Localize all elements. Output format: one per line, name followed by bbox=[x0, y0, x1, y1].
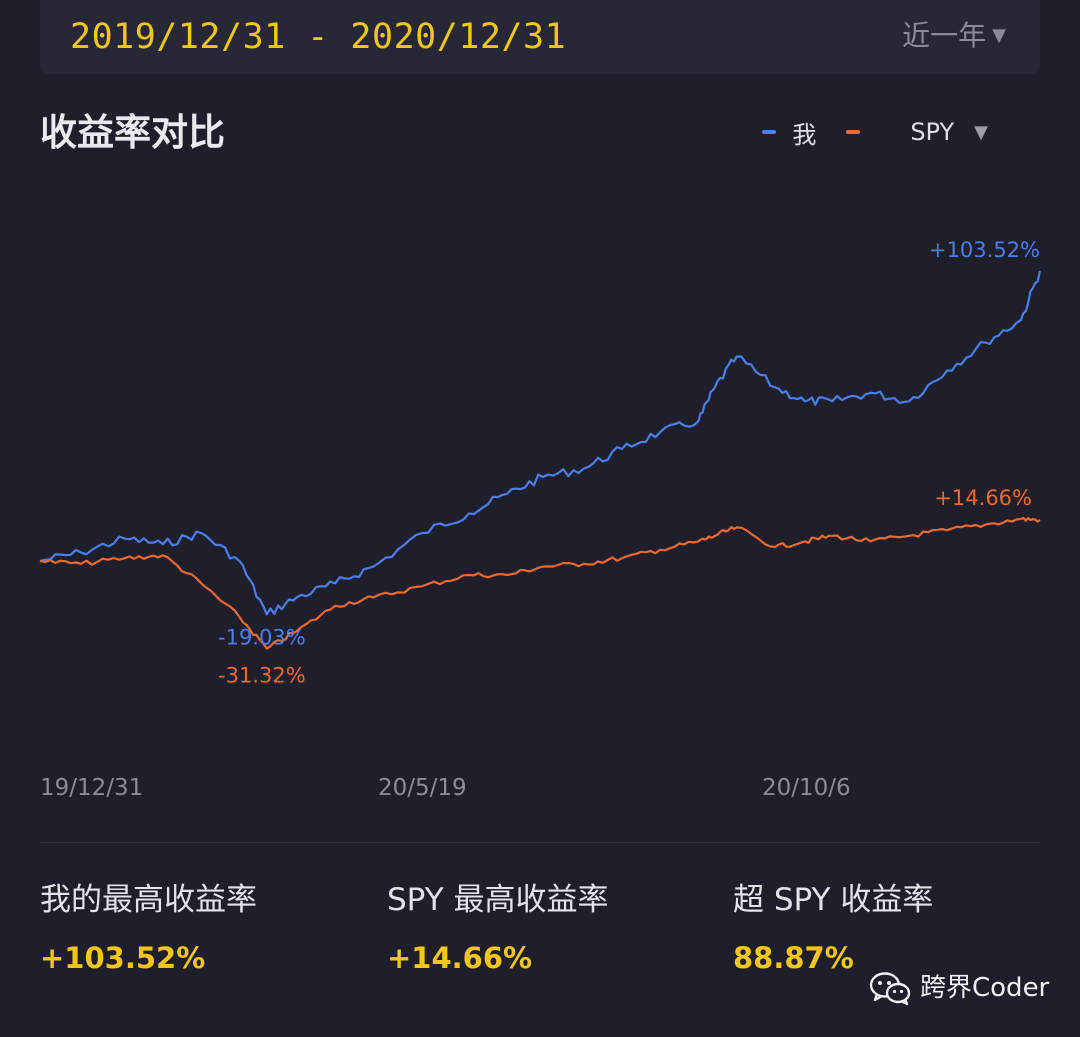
legend-item-spy[interactable] bbox=[846, 130, 876, 134]
legend-swatch-spy bbox=[846, 130, 861, 134]
chevron-down-icon: ▼ bbox=[992, 25, 1006, 46]
stat-spy-max: SPY 最高收益率 +14.66% bbox=[387, 878, 608, 980]
data-label-min: -31.32% bbox=[218, 664, 306, 688]
stat-label: 我的最高收益率 bbox=[40, 882, 257, 918]
data-label-max: +103.52% bbox=[929, 238, 1040, 262]
benchmark-selector[interactable]: SPY ▼ bbox=[910, 118, 988, 146]
stat-label: SPY 最高收益率 bbox=[387, 882, 609, 918]
period-label: 近一年 bbox=[902, 19, 987, 52]
x-tick-label: 20/10/6 bbox=[762, 775, 851, 801]
date-range-text: 2019/12/31 - 2020/12/31 bbox=[70, 17, 567, 57]
chevron-down-icon: ▼ bbox=[974, 121, 988, 143]
legend-swatch-me bbox=[762, 130, 777, 134]
series-line-spy bbox=[39, 516, 1041, 650]
stat-value: +14.66% bbox=[387, 941, 533, 975]
x-tick-label: 19/12/31 bbox=[40, 775, 144, 801]
period-selector[interactable]: 近一年 ▼ bbox=[902, 16, 1006, 56]
chart-title: 收益率对比 bbox=[40, 111, 225, 154]
x-tick-label: 20/5/19 bbox=[378, 775, 467, 801]
divider bbox=[40, 842, 1040, 843]
date-range-bar[interactable]: 2019/12/31 - 2020/12/31 近一年 ▼ bbox=[40, 0, 1040, 74]
stat-value: 88.87% bbox=[733, 941, 854, 975]
stat-label: 超 SPY 收益率 bbox=[733, 882, 934, 918]
stat-value: +103.52% bbox=[40, 941, 206, 975]
legend-label-me: 我 bbox=[792, 120, 817, 149]
legend-item-me[interactable]: 我 bbox=[762, 115, 816, 150]
benchmark-label: SPY bbox=[910, 118, 955, 146]
stat-my-max: 我的最高收益率 +103.52% bbox=[40, 878, 257, 980]
data-label-max: +14.66% bbox=[934, 486, 1032, 510]
data-label-min: -19.03% bbox=[218, 625, 306, 649]
stat-excess: 超 SPY 收益率 88.87% bbox=[733, 878, 933, 980]
chart-legend: 我 SPY ▼ bbox=[732, 115, 988, 150]
watermark-text: 跨界Coder bbox=[920, 973, 1050, 1003]
wechat-icon bbox=[869, 972, 911, 1006]
series-line-me bbox=[39, 270, 1042, 616]
watermark: 跨界Coder bbox=[868, 968, 1049, 1008]
